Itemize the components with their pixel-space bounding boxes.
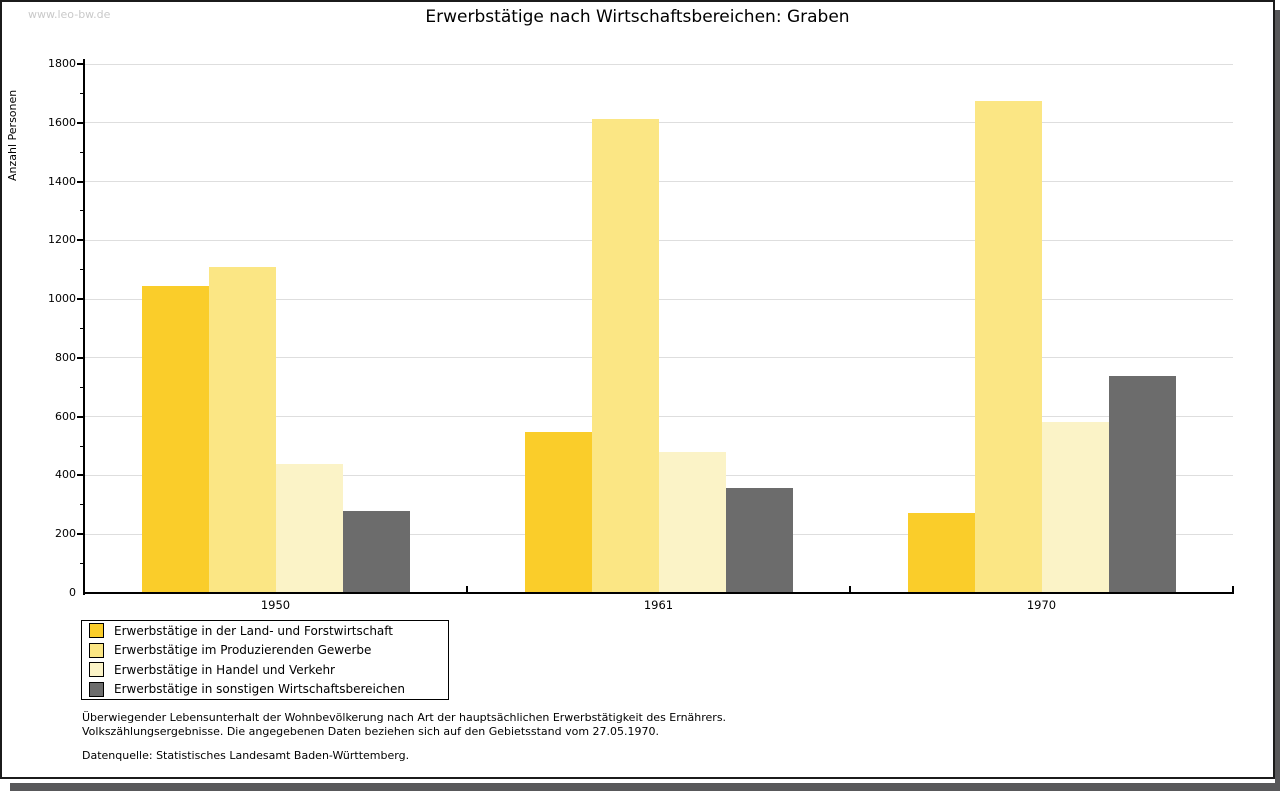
footnote: Überwiegender Lebensunterhalt der Wohnbe…	[82, 711, 726, 739]
x-category-label: 1950	[260, 598, 291, 612]
legend-item: Erwerbstätige in sonstigen Wirtschaftsbe…	[82, 680, 448, 699]
y-tick-label: 1800	[48, 57, 76, 70]
data-source: Datenquelle: Statistisches Landesamt Bad…	[82, 749, 410, 762]
y-tick-label: 400	[55, 468, 76, 482]
y-axis-minor-tick	[80, 269, 84, 271]
gridline	[85, 416, 1233, 418]
bar	[591, 118, 659, 592]
bar	[524, 431, 592, 592]
gridline	[85, 181, 1233, 183]
y-axis-tick	[77, 474, 84, 477]
x-axis-line	[83, 592, 1234, 594]
y-axis-minor-tick	[80, 210, 84, 212]
bar	[275, 464, 343, 592]
x-category-label: 1961	[643, 598, 674, 612]
y-axis-tick	[77, 298, 84, 301]
y-tick-label: 1200	[48, 233, 76, 247]
legend-swatch	[89, 681, 104, 697]
bar	[141, 286, 209, 592]
y-axis-minor-tick	[80, 328, 84, 329]
y-axis-tick	[77, 533, 84, 536]
gridline	[85, 122, 1233, 124]
chart-title: Erwerbstätige nach Wirtschaftsbereichen:…	[425, 7, 850, 27]
legend-label: Erwerbstätige im Produzierenden Gewerbe	[114, 643, 372, 658]
y-axis-minor-tick	[80, 504, 84, 506]
x-axis-tick	[83, 586, 85, 592]
y-axis-tick	[77, 356, 84, 359]
bar	[907, 512, 975, 592]
y-axis-tick	[77, 415, 84, 418]
legend: Erwerbstätige in der Land- und Forstwirt…	[81, 620, 449, 700]
y-axis-minor-tick	[80, 386, 84, 388]
gridline	[85, 239, 1233, 241]
y-tick-label: 600	[55, 409, 76, 423]
legend-item: Erwerbstätige im Produzierenden Gewerbe	[82, 641, 448, 660]
y-axis-minor-tick	[80, 563, 84, 565]
footnote-line-2: Volkszählungsergebnisse. Die angegebenen…	[82, 725, 660, 738]
gridline	[85, 357, 1233, 359]
y-tick-label: 1600	[48, 115, 76, 129]
y-axis-minor-tick	[80, 151, 84, 153]
legend-item: Erwerbstätige in der Land- und Forstwirt…	[82, 621, 448, 640]
legend-swatch	[89, 642, 104, 658]
y-axis-tick	[77, 63, 84, 65]
y-axis-tick	[77, 121, 84, 124]
y-axis-tick	[77, 180, 84, 183]
bar	[342, 511, 410, 592]
legend-label: Erwerbstätige in sonstigen Wirtschaftsbe…	[114, 682, 406, 697]
bar	[1041, 421, 1109, 592]
drop-shadow-bottom	[10, 783, 1280, 791]
y-tick-label: 0	[69, 586, 76, 599]
legend-swatch	[89, 662, 104, 678]
bar	[974, 101, 1042, 592]
y-axis-minor-tick	[80, 445, 84, 447]
bar	[208, 267, 276, 592]
watermark: www.leo-bw.de	[28, 8, 111, 21]
x-axis-tick	[849, 586, 851, 592]
footnote-line-1: Überwiegender Lebensunterhalt der Wohnbe…	[82, 711, 727, 724]
plot-area: 0 200 400 600 800 1000 1200 1400 1600 1800	[48, 57, 1234, 599]
x-axis-tick	[1232, 586, 1234, 592]
legend-label: Erwerbstätige in Handel und Verkehr	[114, 662, 335, 677]
legend-swatch	[89, 623, 104, 639]
gridline	[85, 298, 1233, 300]
y-tick-label: 1000	[48, 292, 76, 306]
y-axis-line	[83, 59, 85, 595]
bar	[658, 452, 726, 592]
y-tick-label: 800	[55, 350, 76, 364]
legend-item: Erwerbstätige in Handel und Verkehr	[82, 660, 448, 679]
bar	[725, 487, 793, 592]
gridline	[85, 63, 1233, 65]
y-axis-tick	[77, 239, 84, 242]
drop-shadow-right	[1275, 10, 1280, 791]
x-axis-tick	[466, 586, 468, 592]
y-tick-label: 1400	[48, 174, 76, 188]
y-axis-minor-tick	[80, 92, 84, 94]
y-axis-title: Anzahl Personen	[6, 89, 19, 181]
x-category-label: 1970	[1026, 598, 1057, 612]
legend-label: Erwerbstätige in der Land- und Forstwirt…	[114, 623, 393, 638]
bar	[1108, 376, 1176, 592]
y-tick-label: 200	[55, 527, 76, 541]
